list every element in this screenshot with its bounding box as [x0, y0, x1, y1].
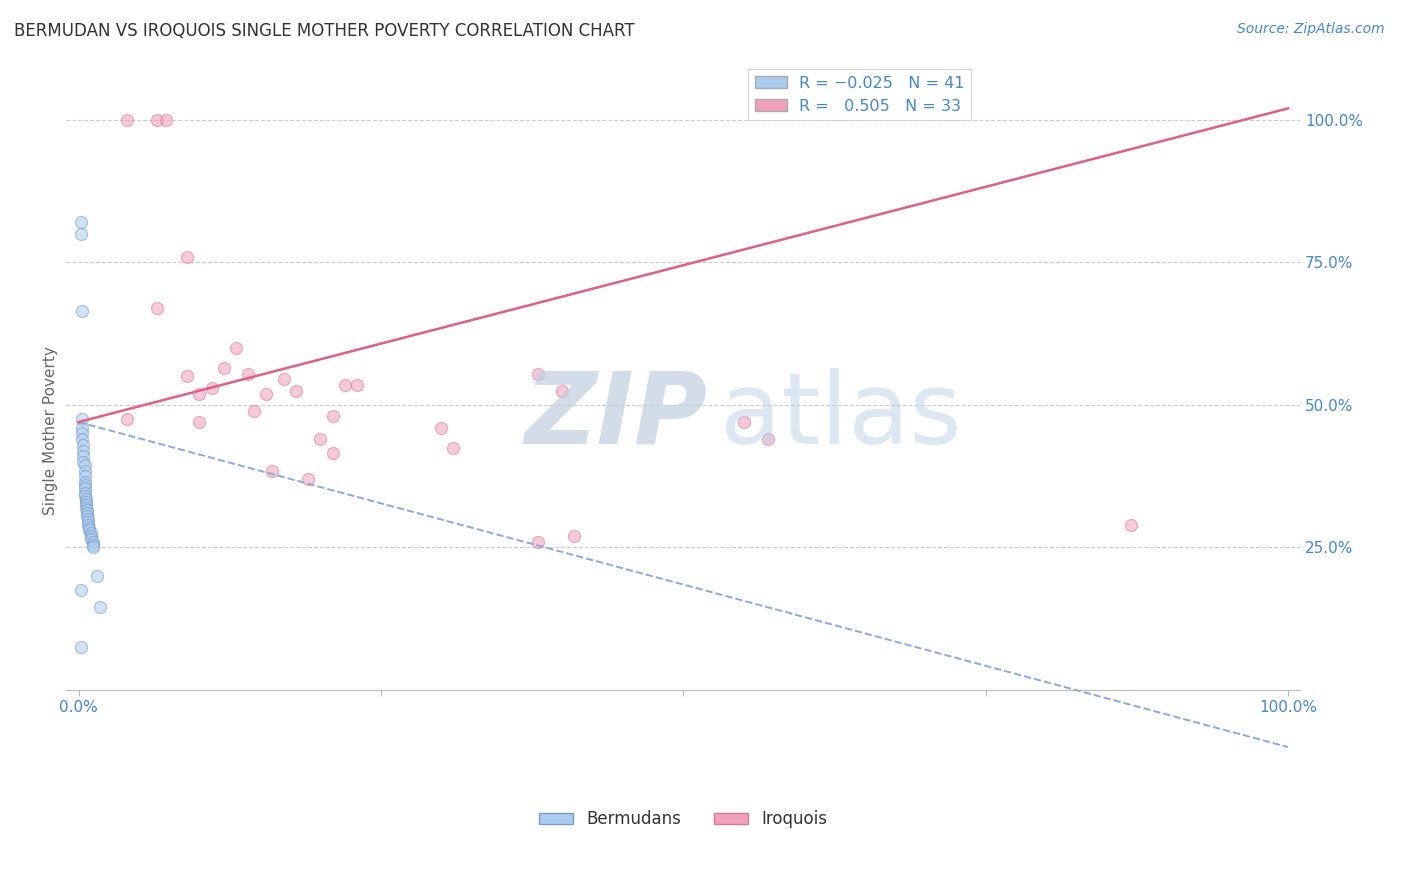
Point	[73, 458, 96, 472]
Point	[146, 112, 169, 127]
Point	[527, 367, 550, 381]
Point	[333, 378, 356, 392]
Point	[1119, 517, 1142, 532]
Text: ZIP: ZIP	[524, 368, 707, 465]
Point	[86, 569, 108, 583]
Point	[70, 421, 93, 435]
Point	[72, 455, 94, 469]
Point	[72, 449, 94, 463]
Point	[79, 526, 101, 541]
Point	[70, 412, 93, 426]
Point	[75, 498, 97, 512]
Point	[77, 512, 100, 526]
Point	[254, 386, 277, 401]
Point	[75, 495, 97, 509]
Point	[321, 409, 343, 424]
Point	[75, 500, 97, 515]
Y-axis label: Single Mother Poverty: Single Mother Poverty	[44, 346, 58, 515]
Point	[79, 524, 101, 538]
Point	[273, 372, 295, 386]
Point	[551, 384, 574, 398]
Point	[243, 403, 266, 417]
Point	[73, 475, 96, 489]
Point	[346, 378, 368, 392]
Text: BERMUDAN VS IROQUOIS SINGLE MOTHER POVERTY CORRELATION CHART: BERMUDAN VS IROQUOIS SINGLE MOTHER POVER…	[14, 22, 634, 40]
Point	[285, 384, 308, 398]
Point	[443, 441, 465, 455]
Point	[260, 463, 283, 477]
Point	[70, 215, 93, 229]
Point	[72, 443, 94, 458]
Point	[73, 477, 96, 491]
Point	[82, 541, 104, 555]
Point	[309, 432, 332, 446]
Point	[155, 112, 177, 127]
Point	[321, 446, 343, 460]
Point	[70, 432, 93, 446]
Point	[76, 503, 98, 517]
Point	[70, 583, 93, 598]
Point	[430, 421, 453, 435]
Point	[70, 227, 93, 241]
Point	[73, 469, 96, 483]
Point	[75, 491, 97, 506]
Point	[77, 515, 100, 529]
Point	[212, 360, 235, 375]
Text: atlas: atlas	[720, 368, 962, 465]
Point	[77, 517, 100, 532]
Point	[82, 534, 104, 549]
Point	[176, 369, 198, 384]
Point	[115, 412, 138, 426]
Point	[115, 112, 138, 127]
Point	[76, 506, 98, 520]
Point	[236, 367, 259, 381]
Point	[76, 509, 98, 524]
Point	[73, 481, 96, 495]
Point	[79, 529, 101, 543]
Point	[756, 432, 779, 446]
Point	[176, 250, 198, 264]
Point	[146, 301, 169, 315]
Point	[70, 640, 93, 655]
Point	[527, 534, 550, 549]
Point	[82, 538, 104, 552]
Legend: Bermudans, Iroquois: Bermudans, Iroquois	[533, 804, 834, 835]
Point	[73, 463, 96, 477]
Point	[564, 529, 586, 543]
Point	[188, 386, 211, 401]
Point	[70, 426, 93, 441]
Point	[89, 600, 111, 615]
Point	[79, 532, 101, 546]
Point	[225, 341, 247, 355]
Point	[79, 520, 101, 534]
Point	[188, 415, 211, 429]
Point	[733, 415, 755, 429]
Point	[73, 486, 96, 500]
Text: Source: ZipAtlas.com: Source: ZipAtlas.com	[1237, 22, 1385, 37]
Point	[73, 489, 96, 503]
Point	[200, 381, 222, 395]
Point	[297, 472, 319, 486]
Point	[70, 303, 93, 318]
Point	[72, 438, 94, 452]
